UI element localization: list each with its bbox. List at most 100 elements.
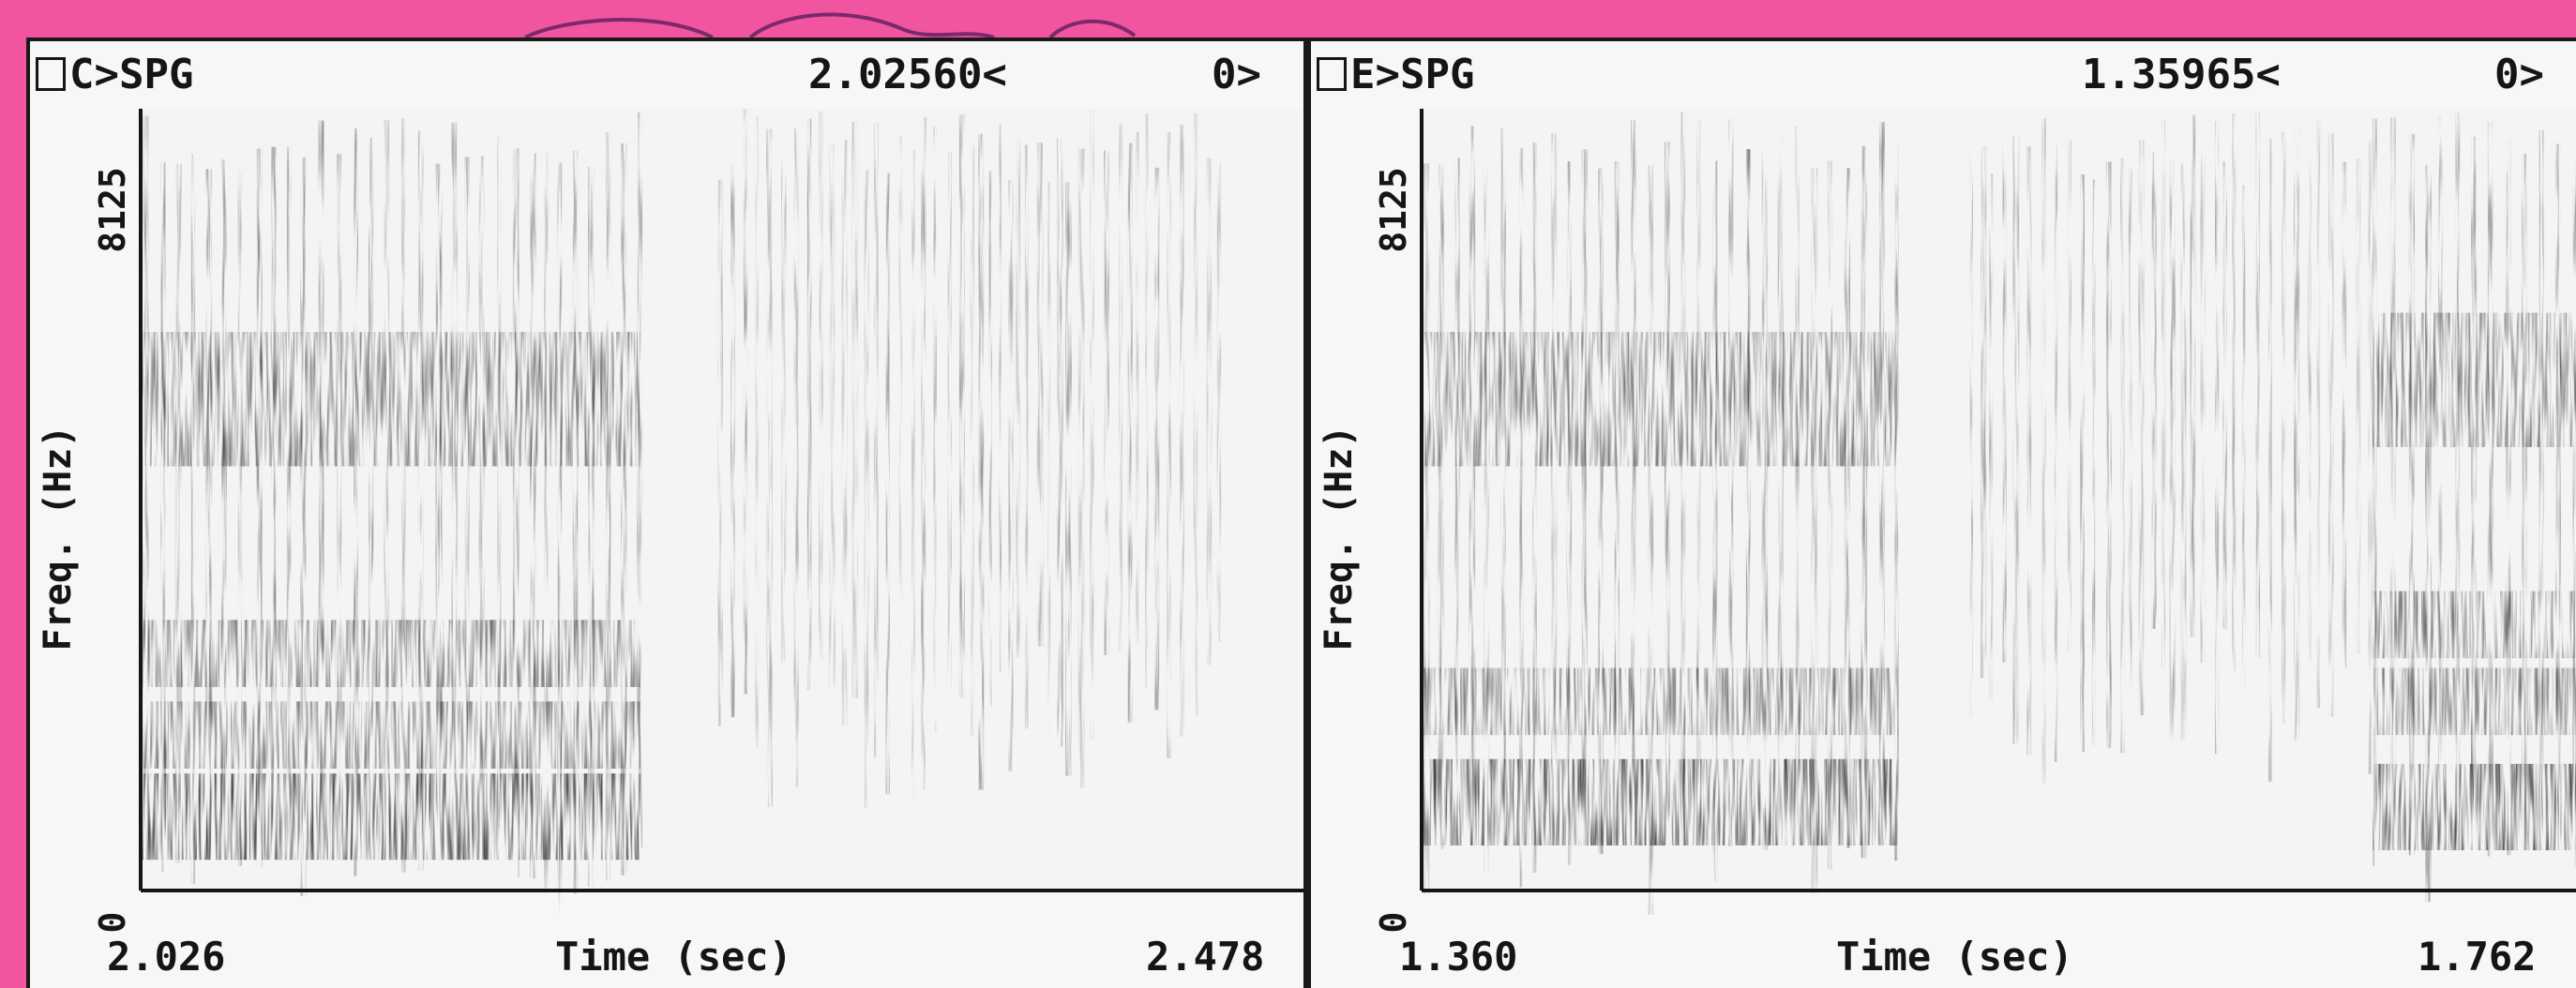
- frication-noise-mark: [864, 170, 869, 809]
- frication-noise-mark: [1065, 182, 1072, 776]
- frication-noise-mark: [947, 151, 952, 689]
- panel-title-text: C>SPG: [69, 51, 194, 98]
- glottal-pulse-striation: [221, 159, 227, 856]
- frication-noise-mark: [2161, 119, 2166, 669]
- x-tick-label-end: 2.478: [1146, 934, 1265, 980]
- frication-noise-mark: [2169, 159, 2176, 740]
- frication-noise-mark: [933, 126, 937, 732]
- spectrogram-energy: [143, 109, 1222, 918]
- frication-noise-mark: [2190, 114, 2196, 637]
- frication-noise-mark: [898, 136, 903, 646]
- x-tick-label-end: 1.762: [2418, 934, 2537, 980]
- window-box-icon: [1317, 57, 1347, 91]
- glottal-pulse-striation: [1614, 160, 1619, 845]
- glottal-pulse-striation: [1696, 118, 1701, 836]
- frication-noise-mark: [755, 116, 759, 748]
- frication-noise-mark: [1969, 145, 1973, 718]
- glottal-pulse-striation: [529, 153, 536, 879]
- frication-noise-mark: [2041, 117, 2046, 785]
- glottal-pulse-striation: [2522, 154, 2527, 823]
- frication-noise-mark: [2128, 169, 2132, 711]
- formant-band: [1424, 667, 1899, 736]
- glottal-pulse-striation: [1878, 122, 1885, 810]
- frication-noise-mark: [978, 133, 985, 790]
- frication-noise-mark: [2255, 112, 2261, 659]
- frication-noise-mark: [2105, 161, 2112, 748]
- glottal-pulse-striation: [1665, 142, 1670, 829]
- glottal-pulse-striation: [160, 162, 166, 873]
- glottal-pulse-striation: [1454, 157, 1460, 839]
- glottal-pulse-striation: [2455, 112, 2461, 839]
- frication-noise-mark: [2054, 145, 2058, 762]
- glottal-pulse-striation: [1631, 120, 1636, 845]
- frication-noise-mark: [1136, 131, 1139, 645]
- frication-noise-mark: [2080, 174, 2085, 753]
- glottal-pulse-striation: [1519, 147, 1524, 888]
- glottal-pulse-striation: [337, 154, 342, 833]
- glottal-pulse-striation: [271, 146, 277, 846]
- frication-noise-mark: [2012, 136, 2020, 744]
- glottal-pulse-striation: [286, 146, 292, 828]
- glottal-pulse-striation: [2425, 164, 2432, 903]
- glottal-pulse-striation: [384, 119, 390, 822]
- frication-noise-mark: [998, 124, 1002, 673]
- glottal-pulse-striation: [1860, 145, 1868, 859]
- y-axis-label: Freq. (Hz): [37, 425, 80, 651]
- frication-noise-mark: [2120, 157, 2125, 754]
- spectrogram-plot: [139, 109, 1303, 918]
- panel-title-text: E>SPG: [1350, 51, 1475, 98]
- frication-noise-mark: [970, 145, 975, 737]
- glottal-pulse-striation: [2438, 115, 2443, 798]
- glottal-pulse-striation: [1894, 146, 1899, 861]
- frication-noise-mark: [841, 140, 848, 726]
- formant-band: [143, 332, 641, 467]
- frication-noise-mark: [1154, 167, 1160, 711]
- frication-noise-mark: [731, 164, 735, 718]
- frication-noise-mark: [2180, 163, 2187, 740]
- decor-outline: [524, 12, 995, 39]
- frication-noise-mark: [1104, 150, 1109, 655]
- panel-title: E>SPG: [1317, 41, 1474, 109]
- glottal-pulse-striation: [2554, 143, 2561, 846]
- glottal-pulse-striation: [2538, 129, 2544, 816]
- glottal-pulse-striation: [256, 148, 263, 868]
- frication-noise-mark: [2281, 131, 2286, 724]
- glottal-pulse-striation: [2506, 139, 2511, 856]
- formant-band: [1424, 332, 1899, 467]
- panel-header: E>SPG 1.35965< 0>: [1311, 41, 2576, 109]
- channel-readout: 0>: [2494, 51, 2544, 98]
- frication-noise-mark: [1077, 148, 1085, 788]
- frication-noise-mark: [1036, 142, 1044, 647]
- x-axis-label: Time (sec): [1836, 934, 2073, 980]
- glottal-pulse-striation: [2572, 148, 2576, 869]
- frication-noise-mark: [1057, 138, 1063, 747]
- glottal-pulse-striation: [174, 163, 182, 864]
- frication-noise-mark: [2151, 152, 2157, 629]
- spectrogram-plot: [1420, 109, 2576, 915]
- frication-noise-mark: [885, 172, 890, 795]
- glottal-pulse-striation: [1500, 127, 1506, 834]
- glottal-pulse-striation: [1795, 125, 1800, 801]
- formant-band: [143, 701, 641, 769]
- frication-noise-mark: [743, 109, 748, 695]
- frication-noise-mark: [2214, 121, 2220, 755]
- glottal-pulse-striation: [1469, 126, 1476, 816]
- glottal-pulse-striation: [2373, 118, 2377, 866]
- glottal-pulse-striation: [205, 169, 213, 850]
- glottal-pulse-striation: [354, 127, 358, 876]
- glottal-pulse-striation: [464, 157, 470, 821]
- glottal-pulse-striation: [237, 165, 243, 867]
- glottal-pulse-striation: [1566, 161, 1572, 865]
- glottal-pulse-striation: [1438, 164, 1444, 849]
- frication-noise-mark: [1981, 146, 1987, 679]
- frication-noise-mark: [873, 122, 879, 757]
- frication-noise-mark: [921, 116, 926, 790]
- glottal-pulse-striation: [621, 142, 627, 876]
- frication-noise-mark: [2067, 140, 2072, 651]
- frication-noise-mark: [958, 114, 965, 698]
- glottal-pulse-striation: [1827, 160, 1833, 870]
- glottal-pulse-striation: [587, 166, 595, 888]
- glottal-pulse-striation: [435, 163, 443, 831]
- glottal-pulse-striation: [451, 122, 458, 795]
- glottal-pulse-striation: [2408, 134, 2415, 856]
